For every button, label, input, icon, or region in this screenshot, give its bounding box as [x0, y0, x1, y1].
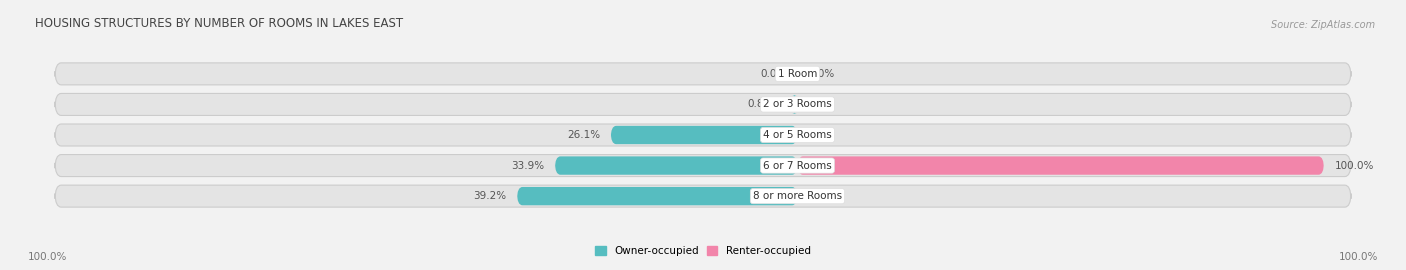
FancyBboxPatch shape — [555, 156, 797, 175]
Text: 0.0%: 0.0% — [808, 99, 835, 109]
FancyBboxPatch shape — [792, 95, 797, 114]
Text: 26.1%: 26.1% — [567, 130, 600, 140]
Text: 0.84%: 0.84% — [748, 99, 780, 109]
Text: 2 or 3 Rooms: 2 or 3 Rooms — [763, 99, 832, 109]
Legend: Owner-occupied, Renter-occupied: Owner-occupied, Renter-occupied — [595, 246, 811, 256]
FancyBboxPatch shape — [55, 185, 1351, 207]
Text: 1 Room: 1 Room — [778, 69, 817, 79]
Text: 0.0%: 0.0% — [808, 191, 835, 201]
Text: 0.0%: 0.0% — [761, 69, 787, 79]
Text: 8 or more Rooms: 8 or more Rooms — [754, 191, 842, 201]
FancyBboxPatch shape — [517, 187, 797, 205]
FancyBboxPatch shape — [797, 156, 1324, 175]
Text: 0.0%: 0.0% — [808, 69, 835, 79]
Text: HOUSING STRUCTURES BY NUMBER OF ROOMS IN LAKES EAST: HOUSING STRUCTURES BY NUMBER OF ROOMS IN… — [35, 17, 404, 30]
FancyBboxPatch shape — [55, 63, 1351, 85]
Text: 100.0%: 100.0% — [1339, 252, 1378, 262]
Text: 39.2%: 39.2% — [474, 191, 506, 201]
Text: 0.0%: 0.0% — [808, 130, 835, 140]
FancyBboxPatch shape — [55, 93, 1351, 116]
Text: 100.0%: 100.0% — [28, 252, 67, 262]
FancyBboxPatch shape — [610, 126, 797, 144]
Text: 33.9%: 33.9% — [510, 161, 544, 171]
Text: Source: ZipAtlas.com: Source: ZipAtlas.com — [1271, 20, 1375, 30]
FancyBboxPatch shape — [55, 124, 1351, 146]
Text: 6 or 7 Rooms: 6 or 7 Rooms — [763, 161, 832, 171]
FancyBboxPatch shape — [55, 154, 1351, 177]
Text: 100.0%: 100.0% — [1334, 161, 1374, 171]
Text: 4 or 5 Rooms: 4 or 5 Rooms — [763, 130, 832, 140]
